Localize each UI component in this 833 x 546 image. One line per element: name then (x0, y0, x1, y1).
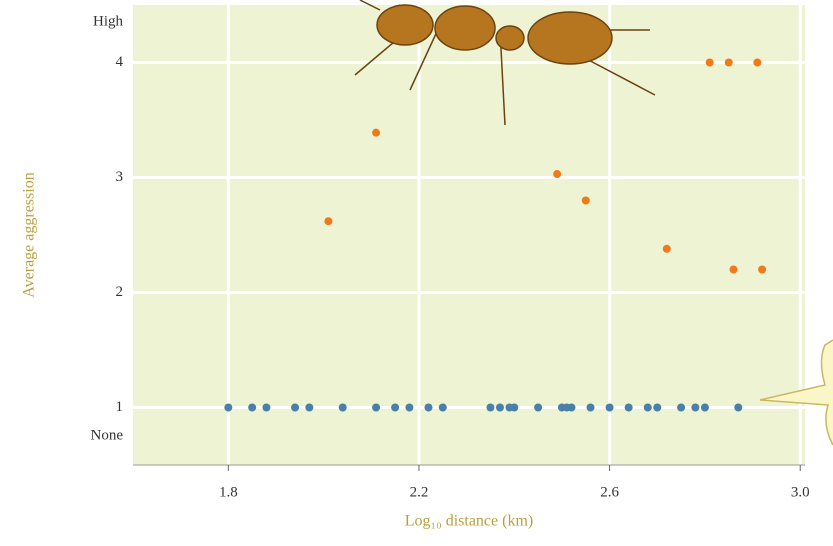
data-point (291, 403, 300, 412)
data-point (753, 58, 762, 67)
data-point (495, 403, 504, 412)
data-point (729, 265, 738, 274)
data-point (586, 403, 595, 412)
data-point (510, 403, 519, 412)
data-point (624, 403, 633, 412)
data-point (700, 403, 709, 412)
data-point (372, 403, 381, 412)
x-axis-title: Log₁₀ distance (km) (405, 513, 533, 530)
y-tick-label: 1 (116, 399, 124, 415)
x-tick-label: 1.8 (219, 484, 238, 500)
y-tick-label: 2 (116, 284, 124, 300)
ant-illustration (354, 0, 656, 126)
data-point (305, 403, 314, 412)
data-point (486, 403, 495, 412)
data-point (372, 128, 381, 137)
data-point (691, 403, 700, 412)
data-point (662, 244, 671, 253)
data-point (262, 403, 271, 412)
data-point (324, 217, 333, 226)
data-point (758, 265, 767, 274)
data-point (224, 403, 233, 412)
data-point (248, 403, 257, 412)
data-point (734, 403, 743, 412)
data-point (724, 58, 733, 67)
data-point (534, 403, 543, 412)
speech-bubble (759, 339, 833, 446)
x-tick-label: 3.0 (791, 484, 810, 500)
y-tick-label: None (91, 428, 124, 444)
data-point (438, 403, 447, 412)
data-point (677, 403, 686, 412)
data-point (567, 403, 576, 412)
data-point (391, 403, 400, 412)
data-point (405, 403, 414, 412)
data-point (653, 403, 662, 412)
data-point (424, 403, 433, 412)
y-tick-label: 4 (116, 54, 124, 70)
data-point (705, 58, 714, 67)
y-axis-title: Average aggression (21, 172, 38, 297)
data-point (553, 170, 562, 179)
data-point (338, 403, 347, 412)
y-tick-label: 3 (116, 169, 124, 185)
data-point (643, 403, 652, 412)
data-point (605, 403, 614, 412)
x-tick-label: 2.2 (410, 484, 429, 500)
data-point (581, 196, 590, 205)
plot-area (133, 5, 805, 465)
x-tick-label: 2.6 (600, 484, 619, 500)
y-tick-label: High (93, 14, 124, 30)
